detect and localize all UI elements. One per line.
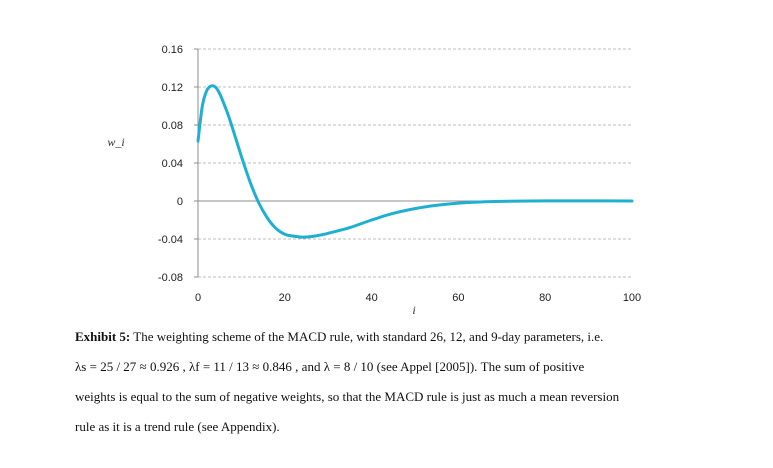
macd-weights-chart: 0.16 0.12 0.08 0.04 0 -0.04 -0.08 0 20 40 60 80 100…: [107, 44, 641, 317]
caption-line-3: weights is equal to the sum of negative …: [75, 389, 620, 404]
y-tick-label-5: -0.04: [158, 234, 183, 246]
figure-caption: Exhibit 5: The weighting scheme of the M…: [75, 322, 725, 442]
caption-text-1: The weighting scheme of the MACD rule, w…: [133, 329, 604, 344]
caption-line-1: Exhibit 5: The weighting scheme of the M…: [75, 322, 725, 352]
y-tick-label-1: 0.12: [162, 82, 183, 94]
x-tick-label-1: 20: [279, 292, 291, 304]
x-tick-label-0: 0: [195, 292, 201, 304]
y-tick-labels: 0.16 0.12 0.08 0.04 0 -0.04 -0.08: [158, 44, 183, 284]
x-tick-label-3: 60: [452, 292, 464, 304]
y-tick-label-3: 0.04: [162, 158, 183, 170]
caption-line-2: λs = 25 / 27 ≈ 0.926 , λf = 11 / 13 ≈ 0.…: [75, 359, 585, 374]
y-tick-label-0: 0.16: [162, 44, 183, 56]
exhibit-label: Exhibit 5:: [75, 329, 131, 344]
y-tick-label-2: 0.08: [162, 120, 183, 132]
series-line-macd-weight: [196, 84, 634, 239]
y-tick-label-4: 0: [177, 196, 183, 208]
x-tick-labels: 0 20 40 60 80 100: [195, 292, 641, 304]
x-axis-label: i: [412, 303, 415, 317]
caption-line-4: rule as it is a trend rule (see Appendix…: [75, 419, 280, 434]
y-axis-label: w_i: [107, 135, 124, 149]
y-tick-label-6: -0.08: [158, 272, 183, 284]
x-tick-label-4: 80: [539, 292, 551, 304]
x-tick-label-2: 40: [365, 292, 377, 304]
grid-lines: [198, 48, 632, 278]
x-tick-label-5: 100: [623, 292, 641, 304]
